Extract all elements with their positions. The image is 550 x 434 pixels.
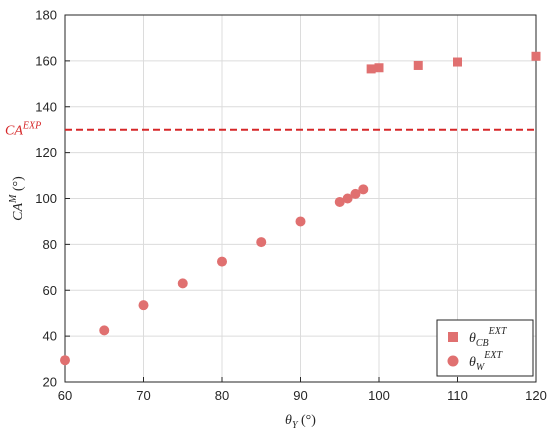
data-point-circle bbox=[138, 300, 149, 311]
x-tick-label: 110 bbox=[447, 388, 468, 403]
reference-line-label: CAEXP bbox=[5, 121, 41, 139]
y-tick-label: 80 bbox=[43, 237, 57, 252]
data-point-circle bbox=[334, 196, 345, 207]
legend-marker-circle bbox=[447, 355, 459, 367]
y-axis-title-main: CA bbox=[11, 202, 26, 220]
x-tick-label: 120 bbox=[525, 388, 547, 403]
data-point-circle bbox=[256, 237, 267, 248]
reference-line-label-main: CA bbox=[5, 124, 23, 139]
data-point-circle bbox=[217, 256, 227, 267]
axis-ticks: 60 70 80 90 100 110 120 20 40 60 80 100 120 140 160 180 bbox=[35, 8, 547, 404]
y-tick-label: 120 bbox=[35, 145, 57, 160]
data-point-circle bbox=[177, 278, 188, 289]
y-axis-title: CAM (°) bbox=[8, 176, 26, 221]
x-tick-label: 90 bbox=[293, 388, 307, 403]
data-point-square bbox=[453, 57, 462, 67]
y-tick-label: 20 bbox=[43, 375, 57, 390]
data-point-circle bbox=[60, 355, 70, 366]
x-axis-title: θY (°) bbox=[285, 413, 316, 431]
data-point-square bbox=[366, 64, 376, 74]
y-tick-label: 140 bbox=[35, 99, 57, 114]
legend-box bbox=[436, 319, 534, 377]
y-tick-label: 180 bbox=[35, 8, 57, 23]
data-point-square bbox=[531, 51, 541, 61]
legend-label-sub: CB bbox=[476, 338, 489, 349]
grid bbox=[64, 14, 537, 383]
y-tick-label: 160 bbox=[35, 53, 57, 68]
series-marks bbox=[60, 51, 541, 366]
data-point-square bbox=[413, 60, 423, 70]
x-axis-title-main: θ bbox=[285, 413, 292, 428]
x-axis-title-sub: Y bbox=[292, 420, 299, 431]
legend-marker-square bbox=[448, 332, 458, 342]
data-point-circle bbox=[295, 216, 306, 227]
data-point-circle bbox=[350, 188, 361, 199]
x-tick-label: 60 bbox=[58, 388, 72, 403]
legend-label-sup: EXT bbox=[483, 350, 503, 361]
reference-line-label-sup: EXP bbox=[22, 121, 41, 132]
legend-label-main: θ bbox=[469, 355, 476, 370]
data-point-circle bbox=[358, 184, 369, 195]
x-axis-title-unit: (°) bbox=[298, 413, 317, 428]
data-point-circle bbox=[342, 193, 353, 204]
x-tick-label: 80 bbox=[215, 388, 229, 403]
y-axis-title-sup: M bbox=[8, 194, 19, 204]
y-axis-title-unit: (°) bbox=[11, 176, 26, 195]
legend-label: θCBEXT bbox=[469, 326, 508, 349]
data-point-circle bbox=[99, 325, 110, 336]
y-tick-label: 60 bbox=[43, 283, 57, 298]
data-point-square bbox=[374, 63, 384, 73]
x-tick-label: 100 bbox=[368, 388, 390, 403]
legend-label-sub: W bbox=[476, 362, 486, 373]
legend-label-main: θ bbox=[469, 331, 476, 346]
y-tick-label: 100 bbox=[35, 191, 57, 206]
x-tick-label: 70 bbox=[136, 388, 150, 403]
legend-label-sup: EXT bbox=[488, 326, 508, 337]
legend-label: θWEXT bbox=[469, 350, 503, 373]
y-tick-label: 40 bbox=[43, 329, 57, 344]
